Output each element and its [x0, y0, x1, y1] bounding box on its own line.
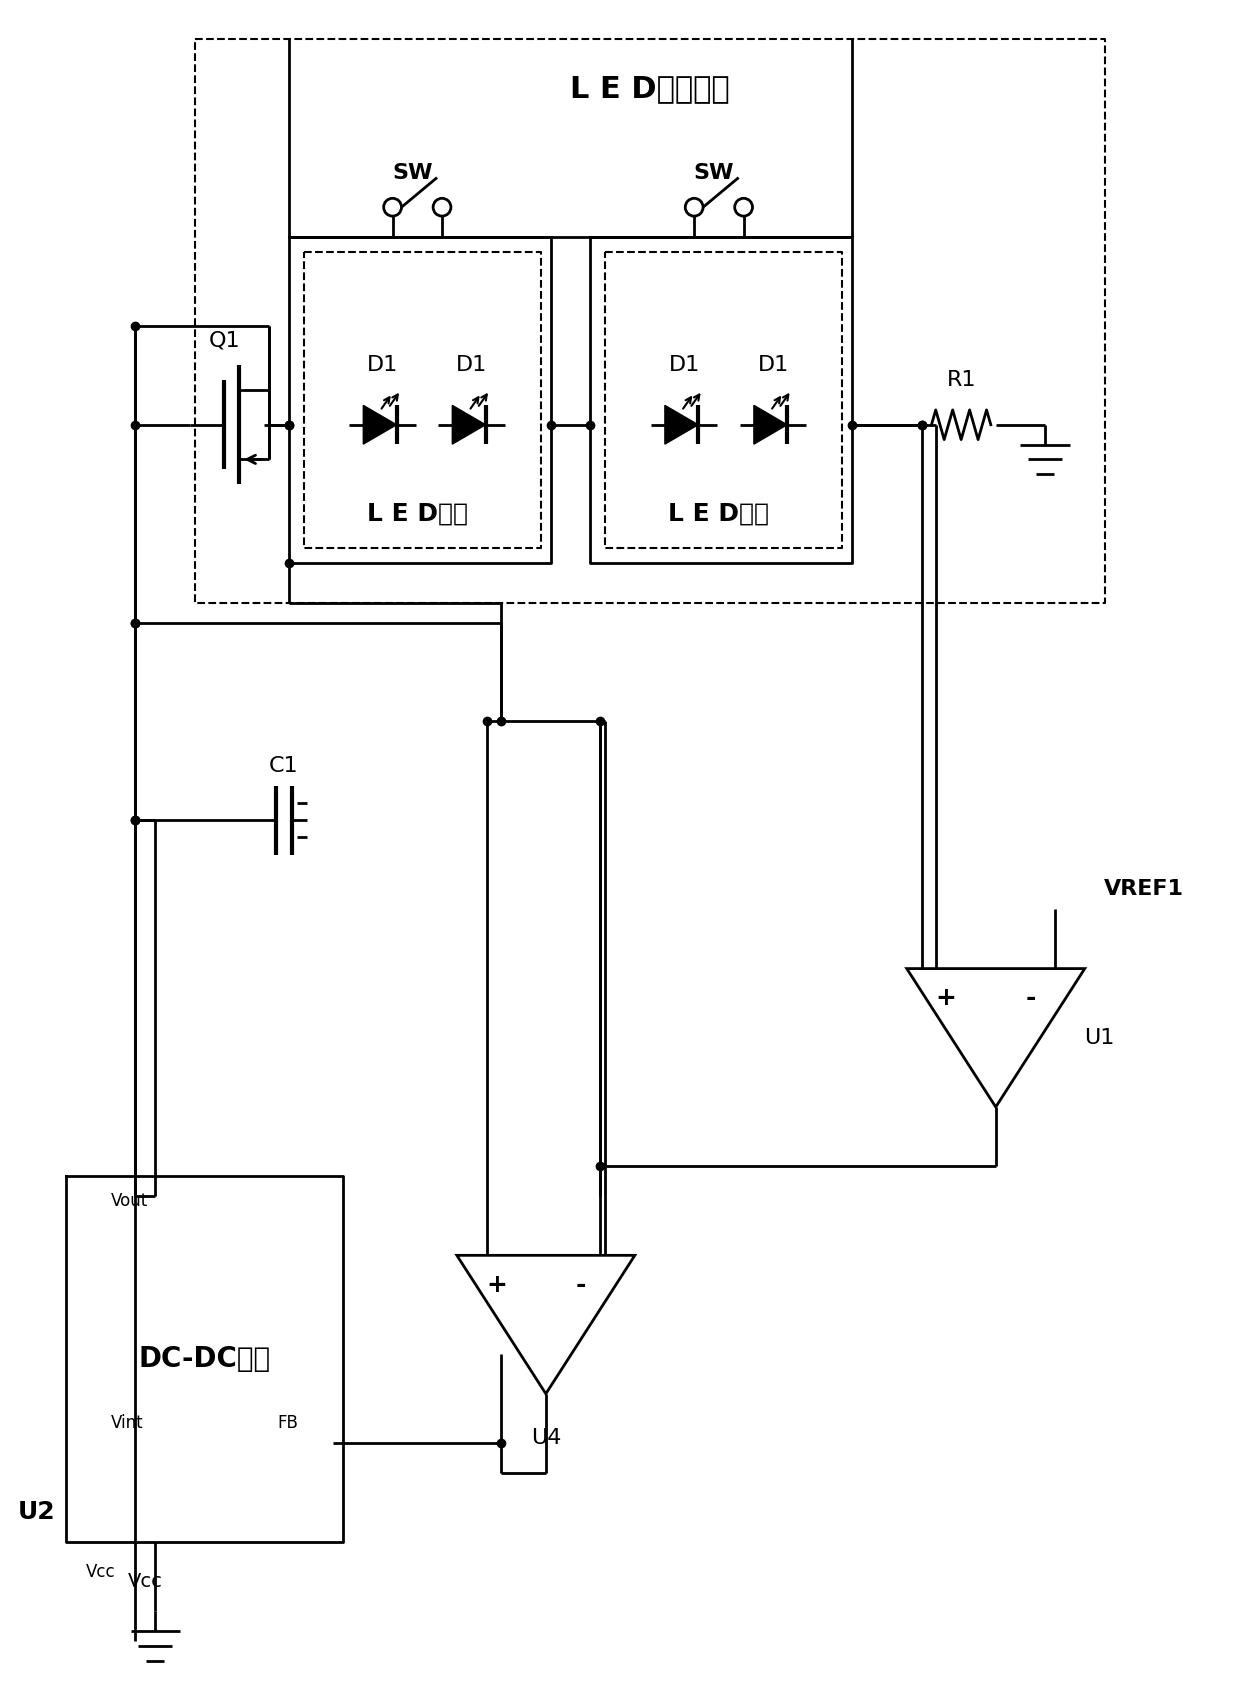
Polygon shape — [665, 405, 698, 444]
Text: -: - — [1025, 986, 1035, 1009]
Text: D1: D1 — [456, 356, 487, 375]
Text: SW: SW — [392, 162, 433, 182]
Text: SW: SW — [693, 162, 734, 182]
Text: Vcc: Vcc — [128, 1572, 162, 1592]
Text: -: - — [575, 1273, 585, 1296]
Text: U1: U1 — [1085, 1028, 1115, 1048]
Text: D1: D1 — [758, 356, 789, 375]
Text: Vint: Vint — [110, 1415, 144, 1433]
Polygon shape — [754, 405, 787, 444]
Text: Vcc: Vcc — [86, 1563, 115, 1580]
Text: L E D灯册: L E D灯册 — [668, 501, 769, 525]
Text: D1: D1 — [367, 356, 398, 375]
Text: VREF1: VREF1 — [1104, 879, 1184, 900]
Text: +: + — [486, 1273, 507, 1296]
Text: C1: C1 — [269, 756, 299, 776]
Text: U2: U2 — [17, 1501, 56, 1524]
Text: D1: D1 — [668, 356, 699, 375]
Polygon shape — [453, 405, 486, 444]
Text: Vout: Vout — [110, 1192, 148, 1210]
Text: FB: FB — [278, 1415, 299, 1433]
Text: R1: R1 — [946, 370, 976, 390]
Polygon shape — [363, 405, 397, 444]
Text: Q1: Q1 — [208, 331, 241, 351]
Text: DC-DC模块: DC-DC模块 — [139, 1345, 270, 1372]
Text: +: + — [936, 986, 957, 1009]
Text: U4: U4 — [531, 1428, 560, 1448]
Text: L E D调光电路: L E D调光电路 — [570, 74, 729, 103]
Text: L E D灯册: L E D灯册 — [367, 501, 467, 525]
